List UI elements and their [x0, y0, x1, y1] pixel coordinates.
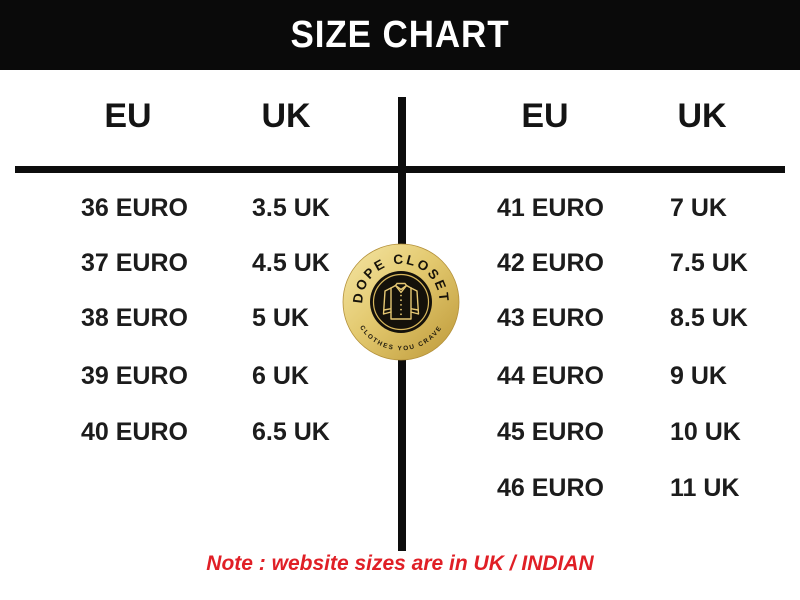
left-eu-column-header: EU	[104, 97, 152, 135]
size-cell-uk: 7 UK	[670, 194, 727, 222]
size-cell-uk: 6.5 UK	[252, 418, 330, 446]
size-cell-uk: 10 UK	[670, 418, 741, 446]
size-cell-eu: 43 EURO	[497, 304, 604, 332]
size-cell-eu: 37 EURO	[81, 249, 188, 277]
size-cell-eu: 41 EURO	[497, 194, 604, 222]
brand-logo: DOPE CLOSET CLOTHES YOU CRAVE	[342, 243, 460, 361]
size-cell-uk: 3.5 UK	[252, 194, 330, 222]
page-title: SIZE CHART	[290, 13, 510, 56]
size-cell-uk: 11 UK	[670, 474, 740, 502]
size-cell-uk: 5 UK	[252, 304, 309, 332]
logo-inner-disc	[370, 271, 432, 333]
size-cell-eu: 39 EURO	[81, 362, 188, 390]
shirt-icon	[382, 282, 420, 320]
size-cell-eu: 45 EURO	[497, 418, 604, 446]
footnote: Note : website sizes are in UK / INDIAN	[206, 552, 594, 575]
size-cell-eu: 36 EURO	[81, 194, 188, 222]
size-cell-eu: 38 EURO	[81, 304, 188, 332]
left-uk-column-header: UK	[261, 97, 311, 135]
size-cell-uk: 7.5 UK	[670, 249, 748, 277]
header-bar: SIZE CHART	[0, 0, 800, 70]
right-eu-column-header: EU	[521, 97, 569, 135]
size-cell-eu: 44 EURO	[497, 362, 604, 390]
size-cell-eu: 40 EURO	[81, 418, 188, 446]
size-cell-eu: 42 EURO	[497, 249, 604, 277]
size-cell-uk: 8.5 UK	[670, 304, 748, 332]
size-cell-eu: 46 EURO	[497, 474, 604, 502]
size-cell-uk: 4.5 UK	[252, 249, 330, 277]
size-cell-uk: 9 UK	[670, 362, 727, 390]
size-cell-uk: 6 UK	[252, 362, 309, 390]
right-uk-column-header: UK	[677, 97, 727, 135]
